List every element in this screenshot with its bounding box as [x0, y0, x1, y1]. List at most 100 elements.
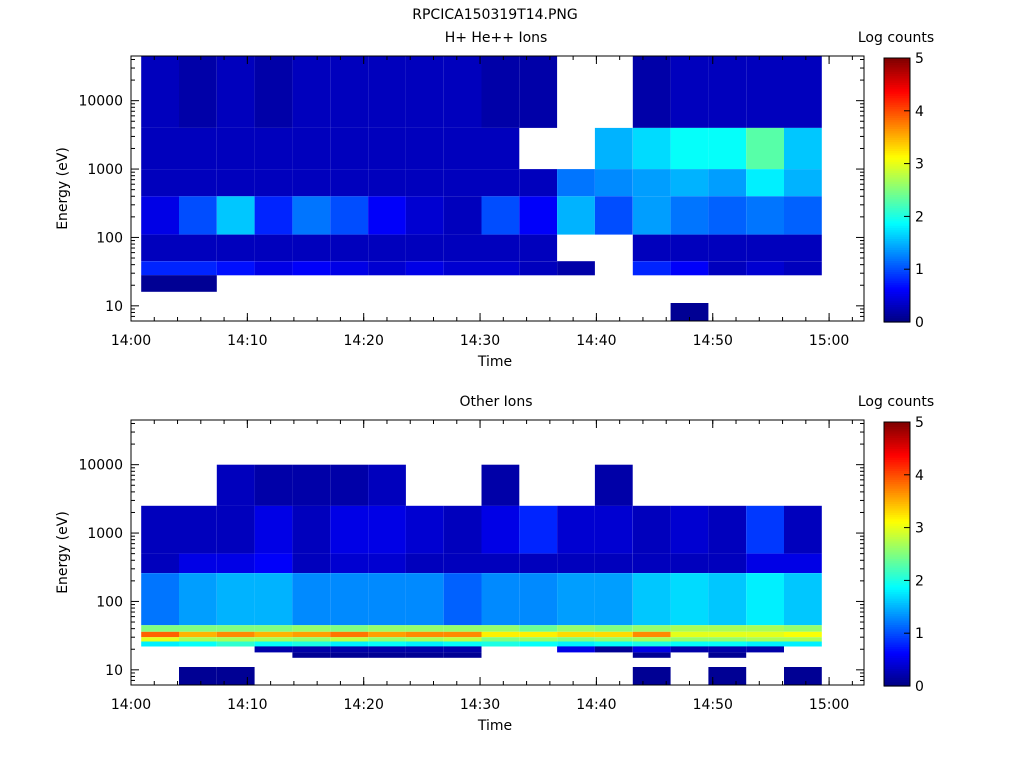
colorbar-label: Log counts [858, 30, 934, 46]
heatmap-cell [481, 464, 520, 506]
colorbar-band [884, 174, 910, 178]
heatmap-cell [481, 631, 520, 638]
heatmap-cell [519, 196, 558, 235]
colorbar-band [884, 121, 910, 125]
heatmap-cell [784, 625, 822, 632]
colorbar-label: Log counts [858, 394, 934, 410]
heatmap-cell [254, 631, 293, 638]
colorbar-band [884, 492, 910, 496]
colorbar-band [884, 203, 910, 206]
colorbar-band [884, 152, 910, 156]
colorbar-band [884, 657, 910, 661]
colorbar-band [884, 190, 910, 193]
heatmap-cell [179, 234, 217, 262]
heatmap-cell [330, 631, 368, 638]
heatmap-cell [784, 553, 822, 573]
heatmap-cell [557, 169, 595, 197]
colorbar-band [884, 470, 910, 474]
heatmap-cell [670, 553, 709, 573]
heatmap-cell [708, 261, 747, 276]
heatmap-cell [179, 553, 217, 573]
y-tick-label: 10000 [78, 94, 123, 110]
heatmap-cell [594, 631, 633, 638]
heatmap-cell [594, 553, 633, 573]
colorbar-band [884, 595, 910, 599]
heatmap-cell [216, 261, 255, 276]
heatmap-cell [292, 625, 331, 632]
colorbar-band [884, 626, 910, 630]
colorbar-band [884, 558, 910, 562]
y-tick-label: 1000 [87, 162, 123, 178]
colorbar-band [884, 439, 910, 443]
heatmap-cell [746, 127, 784, 170]
colorbar-band [884, 659, 910, 663]
colorbar-band [884, 501, 910, 504]
colorbar-band [884, 245, 910, 248]
colorbar-band [884, 289, 910, 292]
colorbar-band [884, 569, 910, 573]
heatmap-cell [368, 169, 406, 197]
heatmap-cell [784, 234, 822, 262]
colorbar-band [884, 666, 910, 669]
colorbar-band [884, 598, 910, 601]
colorbar-band [884, 157, 910, 160]
colorbar-band [884, 113, 910, 116]
heatmap-cell [746, 261, 784, 276]
colorbar-tick-label: 4 [915, 104, 924, 120]
colorbar-band [884, 463, 910, 467]
heatmap-cell [708, 127, 747, 170]
heatmap-cell [594, 505, 633, 554]
colorbar-band [884, 452, 910, 456]
heatmap-cell [557, 196, 595, 235]
heatmap-cell [784, 667, 822, 685]
colorbar-band [884, 433, 910, 436]
colorbar-band [884, 275, 910, 279]
heatmap-cell [746, 646, 784, 653]
heatmap-cell [368, 127, 406, 170]
colorbar-band [884, 510, 910, 513]
heatmap-cell [519, 625, 558, 632]
heatmap-cell [405, 637, 444, 642]
heatmap-cell [405, 641, 444, 647]
colorbar-band [884, 424, 910, 427]
heatmap-cell [368, 637, 406, 642]
colorbar-band [884, 481, 910, 485]
heatmap-cell [443, 625, 482, 632]
colorbar-band [884, 258, 910, 261]
colorbar-band [884, 529, 910, 533]
heatmap-cell [481, 169, 520, 197]
heatmap-cell [292, 464, 331, 506]
colorbar-band [884, 282, 910, 286]
y-axis-label: Energy (eV) [55, 511, 71, 594]
colorbar-band [884, 80, 910, 83]
colorbar-band [884, 260, 910, 264]
colorbar-tick-label: 1 [915, 626, 924, 642]
colorbar-band [884, 661, 910, 665]
heatmap-cell [481, 261, 520, 276]
heatmap-cell [254, 261, 293, 276]
heatmap-cell [443, 196, 482, 235]
heatmap-cell [330, 234, 368, 262]
heatmap-cell [216, 625, 255, 632]
heatmap-cell [746, 196, 784, 235]
heatmap-cell [254, 56, 293, 128]
heatmap-cell [254, 641, 293, 647]
colorbar-band [884, 88, 910, 92]
heatmap-cell [481, 56, 520, 128]
heatmap-cell [141, 196, 179, 235]
colorbar-band [884, 91, 910, 94]
heatmap-cell [254, 553, 293, 573]
heatmap-cell [179, 127, 217, 170]
heatmap-cell [443, 505, 482, 554]
heatmap-cell [179, 641, 217, 647]
heatmap-cell [519, 637, 558, 642]
x-tick-label: 14:40 [576, 333, 616, 349]
colorbar-band [884, 444, 910, 447]
y-axis: 10 100 1000 10000 Energy (eV) [55, 58, 864, 322]
heatmap-cell [216, 667, 255, 685]
colorbar-band [884, 499, 910, 502]
colorbar-band [884, 286, 910, 290]
colorbar-band [884, 159, 910, 162]
colorbar-band [884, 446, 910, 449]
colorbar-band [884, 231, 910, 235]
